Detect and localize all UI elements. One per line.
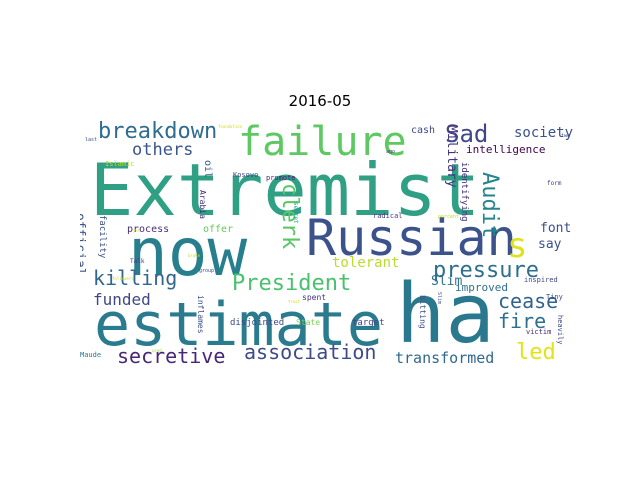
cloud-word-40: target [352,318,385,328]
cloud-word-21: tolerant [332,255,399,271]
cloud-word-65: brake [188,253,201,258]
figure-title: 2016-05 [288,92,352,110]
cloud-word-14: fire [498,309,546,333]
cloud-word-49: heavily [556,315,564,345]
cloud-word-18: Audit [477,172,502,238]
cloud-word-28: Slim [431,274,462,289]
cloud-word-6: s [507,226,527,266]
cloud-word-31: identifying [459,162,469,222]
cloud-word-44: promote [266,174,296,182]
cloud-word-41: inflames [196,295,205,334]
cloud-word-24: Military [444,125,459,188]
cloud-word-47: secret [292,202,299,224]
cloud-word-61: percent [438,214,459,220]
cloud-word-9: killing [93,266,177,290]
cloud-word-58: last [85,137,97,143]
cloud-word-36: facility [97,215,107,259]
cloud-word-10: pressure [433,258,539,283]
cloud-word-30: intelligence [466,143,545,156]
cloud-word-20: funded [93,290,151,309]
cloud-word-50: victim [526,328,551,336]
cloud-word-45: Kosovo [233,171,258,179]
cloud-word-39: State [296,318,320,327]
cloud-word-42: hitting [418,295,427,329]
cloud-word-8: President [232,271,351,296]
cloud-word-22: transformed [395,349,494,367]
cloud-word-46: radical [373,212,403,220]
cloud-word-27: say [538,237,562,252]
cloud-word-56: group [199,268,214,274]
cloud-word-3: ha [396,267,495,362]
cloud-word-17: clerk [277,183,302,249]
cloud-word-64: yet [133,228,141,233]
word-cloud: Extremist now estimate ha Russian failure s bre… [80,120,575,367]
cloud-word-53: form [547,180,562,187]
cloud-word-35: oil [202,160,213,178]
cloud-word-23: society [514,125,573,141]
cloud-word-19: others [132,140,193,160]
cloud-word-55: Islamic [105,160,135,168]
cloud-word-13: cease [498,289,558,313]
cloud-word-0: Extremist [90,148,480,232]
cloud-word-12: association [244,340,376,364]
cloud-word-66: followers [112,276,134,281]
cloud-word-37: Arabia [198,190,207,219]
cloud-word-34: offer [203,224,233,235]
cloud-word-7: breakdown [98,120,217,144]
cloud-word-11: secretive [117,344,225,367]
cloud-word-25: official [80,213,87,276]
cloud-word-2: estimate [94,290,383,360]
cloud-word-48: inspired [524,276,558,284]
cloud-word-63: trust [288,299,301,304]
cloud-word-60: ago [386,149,395,155]
cloud-word-26: font [540,221,571,236]
cloud-word-15: led [516,340,556,365]
cloud-word-1: now [128,214,247,291]
cloud-word-29: improved [455,281,508,294]
cloud-word-62: foundation [218,124,243,129]
cloud-word-38: disjointed [230,318,284,328]
cloud-word-52: Tiny [546,293,563,301]
cloud-word-33: process [127,224,169,235]
cloud-word-54: Maude [80,351,101,359]
cloud-word-32: cash [411,125,435,136]
cloud-word-59: two [561,133,570,139]
cloud-word-51: Talk [130,258,145,265]
cloud-word-67: used [152,348,162,353]
cloud-word-5: failure [238,120,407,165]
cloud-word-16: Sad [445,120,488,148]
cloud-word-57: Slim [436,292,442,304]
cloud-word-4: Russian [306,209,517,267]
cloud-word-43: spent [302,293,326,302]
